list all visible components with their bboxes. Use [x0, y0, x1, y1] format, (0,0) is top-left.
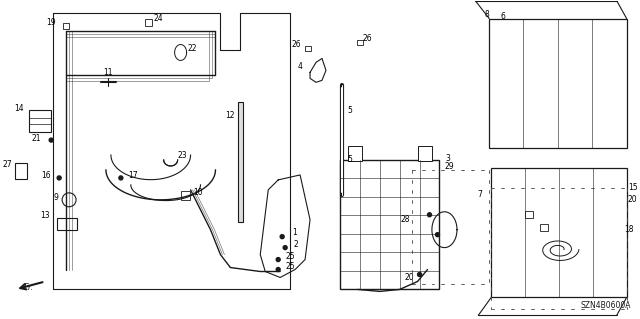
Text: 13: 13	[40, 211, 50, 220]
Circle shape	[57, 176, 61, 180]
Bar	[15, 163, 28, 179]
Text: 10: 10	[193, 188, 202, 197]
Text: 14: 14	[15, 104, 24, 113]
Circle shape	[276, 257, 280, 262]
Bar	[348, 146, 362, 161]
Bar	[340, 160, 440, 289]
Circle shape	[435, 233, 440, 237]
Text: 18: 18	[624, 225, 634, 234]
Text: 26: 26	[363, 34, 372, 43]
Circle shape	[49, 138, 53, 142]
Text: 25: 25	[285, 262, 295, 271]
Circle shape	[417, 272, 422, 277]
Text: 19: 19	[46, 18, 56, 27]
Text: Fr.: Fr.	[23, 283, 33, 292]
Text: 22: 22	[188, 44, 197, 53]
Text: 11: 11	[103, 68, 113, 77]
Bar	[417, 146, 431, 161]
Text: SZN4B0600A: SZN4B0600A	[580, 301, 630, 310]
Text: 2: 2	[294, 240, 298, 249]
Text: 9: 9	[54, 193, 59, 202]
Text: 15: 15	[628, 183, 637, 192]
Text: 21: 21	[31, 134, 41, 143]
Text: 8: 8	[485, 10, 490, 19]
Circle shape	[280, 235, 284, 239]
Text: 5: 5	[348, 155, 352, 165]
Circle shape	[283, 246, 287, 249]
Text: 7: 7	[477, 190, 482, 199]
Text: 16: 16	[42, 171, 51, 181]
Bar	[305, 46, 311, 51]
Circle shape	[119, 176, 123, 180]
Bar	[492, 168, 627, 297]
Text: 20: 20	[628, 195, 637, 204]
Bar	[238, 102, 243, 222]
Bar	[525, 211, 533, 218]
Bar	[540, 224, 548, 231]
Text: 20: 20	[404, 273, 415, 282]
Text: 12: 12	[226, 111, 235, 120]
Bar	[489, 19, 627, 148]
Text: 1: 1	[292, 228, 296, 237]
Bar	[57, 218, 77, 230]
Text: 17: 17	[128, 171, 138, 181]
Text: 23: 23	[178, 151, 188, 160]
Bar	[145, 19, 152, 26]
Text: 5: 5	[348, 106, 352, 115]
Text: 26: 26	[291, 40, 301, 49]
Circle shape	[276, 268, 280, 271]
Text: 4: 4	[298, 62, 303, 71]
Text: 3: 3	[445, 153, 450, 162]
Circle shape	[428, 213, 431, 217]
Bar	[181, 191, 190, 200]
Text: 29: 29	[445, 162, 454, 172]
Text: 24: 24	[154, 14, 163, 23]
Text: 27: 27	[3, 160, 12, 169]
Text: 28: 28	[401, 215, 410, 224]
Text: 6: 6	[500, 12, 506, 21]
Bar	[63, 23, 69, 29]
Bar	[357, 40, 363, 45]
Bar	[29, 110, 51, 132]
Text: 25: 25	[285, 252, 295, 261]
